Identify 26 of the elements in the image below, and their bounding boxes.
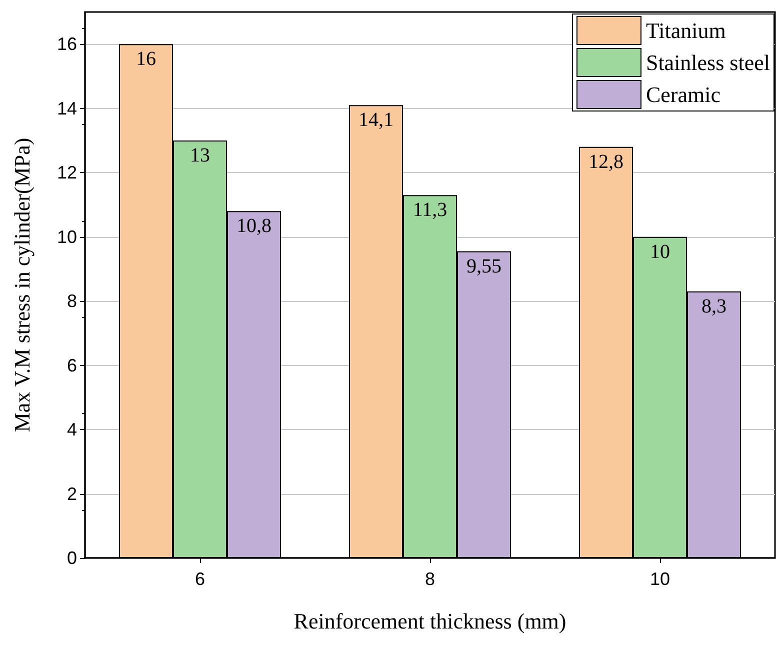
y-tick-label: 10 (56, 226, 77, 247)
data-label: 10,8 (236, 215, 272, 238)
legend-label: Stainless steel (646, 50, 770, 75)
y-tick-label: 0 (66, 548, 77, 568)
y-tick-label: 2 (66, 484, 77, 504)
data-label: 10 (650, 240, 670, 263)
x-tick-label: 6 (194, 569, 206, 589)
x-tick-label: 8 (424, 569, 436, 589)
y-tick-label: 12 (56, 162, 77, 183)
data-label: 12,8 (588, 150, 624, 173)
data-label: 14,1 (358, 109, 394, 132)
y-tick-label: 16 (56, 34, 77, 54)
x-axis-title: Reinforcement thickness (mm) (294, 608, 566, 634)
y-axis-title: Max V.M stress in cylinder(MPa) (10, 138, 34, 432)
data-label: 16 (136, 48, 156, 70)
data-label: 9,55 (466, 255, 502, 278)
y-tick-label: 14 (56, 98, 77, 118)
data-label: 8,3 (702, 295, 726, 318)
y-tick-label: 6 (66, 355, 77, 376)
data-label: 13 (190, 144, 210, 166)
x-tick-label: 10 (650, 569, 670, 589)
y-tick-label: 4 (66, 420, 77, 440)
y-tick-label: 8 (66, 291, 77, 312)
legend-label: Ceramic (646, 82, 721, 107)
data-label: 11,3 (412, 199, 448, 222)
legend-label: Titanium (646, 18, 726, 43)
